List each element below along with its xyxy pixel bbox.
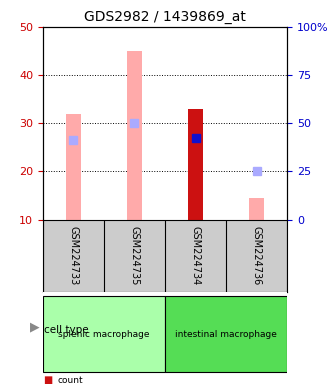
FancyBboxPatch shape — [165, 296, 287, 372]
Text: GSM224733: GSM224733 — [68, 226, 79, 285]
Title: GDS2982 / 1439869_at: GDS2982 / 1439869_at — [84, 10, 246, 25]
Text: GSM224736: GSM224736 — [251, 226, 262, 285]
Bar — [66, 114, 81, 220]
Text: GSM224734: GSM224734 — [190, 226, 201, 285]
Bar — [249, 198, 264, 220]
Bar — [188, 109, 203, 220]
FancyBboxPatch shape — [43, 296, 165, 372]
Bar — [127, 51, 142, 220]
Text: ▶: ▶ — [30, 321, 40, 334]
Text: ■: ■ — [43, 375, 52, 384]
Text: cell type: cell type — [44, 325, 89, 335]
Text: intestinal macrophage: intestinal macrophage — [175, 329, 277, 339]
Text: count: count — [58, 376, 83, 384]
Text: GSM224735: GSM224735 — [129, 226, 140, 286]
Text: splenic macrophage: splenic macrophage — [58, 329, 150, 339]
